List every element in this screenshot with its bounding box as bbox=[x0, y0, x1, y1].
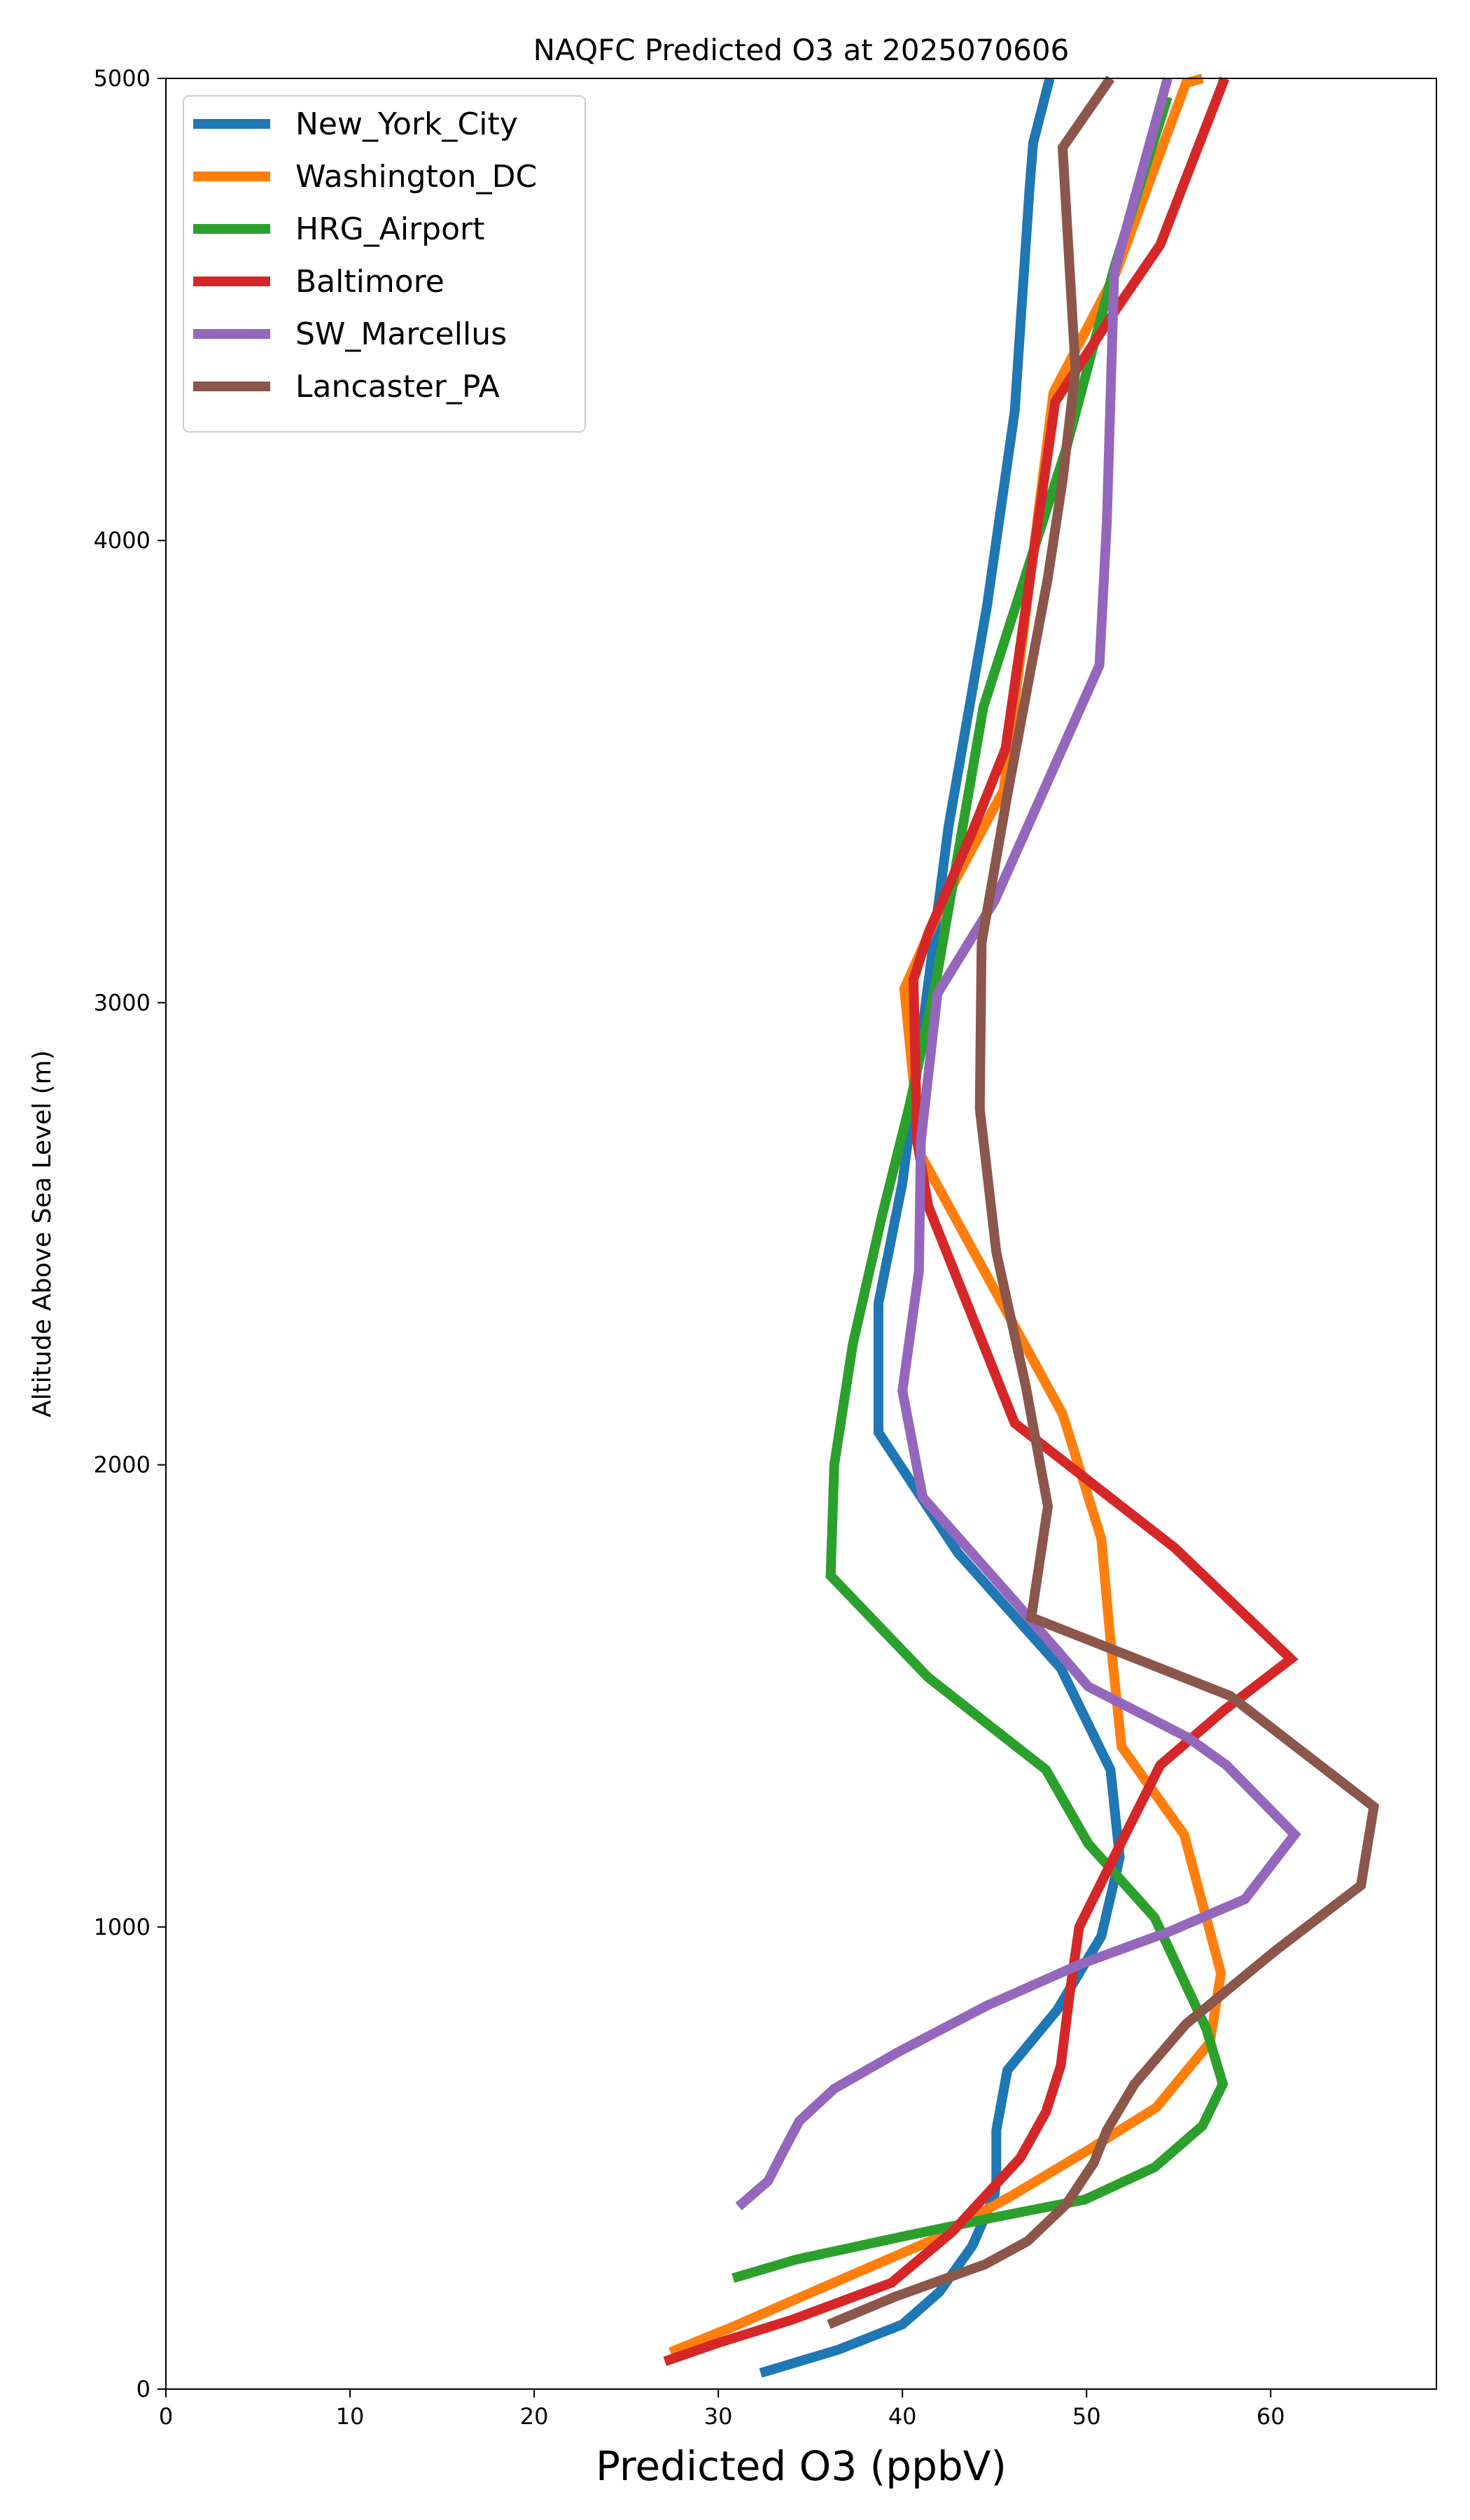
x-tick-label: 0 bbox=[159, 2403, 173, 2430]
legend-label: Baltimore bbox=[295, 264, 444, 300]
legend-box bbox=[183, 95, 586, 433]
series-line-baltimore bbox=[663, 76, 1298, 2367]
series-line-sw-marcellus bbox=[735, 77, 1301, 2211]
y-tick-label: 5000 bbox=[94, 65, 150, 92]
y-tick-label: 3000 bbox=[94, 989, 150, 1016]
series-layer bbox=[663, 74, 1380, 2378]
x-axis-label: Predicted O3 (ppbV) bbox=[596, 2442, 1007, 2490]
x-tick-label: 60 bbox=[1256, 2403, 1285, 2430]
y-axis-label: Altitude Above Sea Level (m) bbox=[28, 1050, 57, 1418]
plot-frame bbox=[165, 78, 1437, 2390]
y-tick-label: 0 bbox=[136, 2376, 150, 2402]
y-axis: 0 1000 2000 3000 4000 5000 bbox=[94, 65, 166, 2402]
legend-label: SW_Marcellus bbox=[295, 316, 507, 352]
series-line-lancaster-pa bbox=[827, 76, 1380, 2330]
x-tick-label: 30 bbox=[704, 2403, 733, 2430]
y-tick-label: 2000 bbox=[94, 1452, 150, 1478]
legend-label: HRG_Airport bbox=[295, 211, 484, 247]
x-tick-label: 20 bbox=[520, 2403, 549, 2430]
legend-label: New_York_City bbox=[295, 106, 518, 142]
x-axis: 0 10 20 30 40 50 60 bbox=[159, 2389, 1285, 2430]
chart-title: NAQFC Predicted O3 at 2025070606 bbox=[533, 33, 1070, 67]
legend: New_York_City Washington_DC HRG_Airport Bal… bbox=[183, 95, 586, 433]
y-tick-label: 4000 bbox=[94, 527, 150, 554]
x-tick-label: 50 bbox=[1072, 2403, 1101, 2430]
legend-label: Lancaster_PA bbox=[295, 369, 500, 405]
y-tick-label: 1000 bbox=[94, 1914, 150, 1940]
series-line-new-york-city bbox=[759, 77, 1125, 2378]
x-tick-label: 10 bbox=[336, 2403, 365, 2430]
legend-label: Washington_DC bbox=[295, 159, 537, 195]
x-tick-label: 40 bbox=[888, 2403, 917, 2430]
